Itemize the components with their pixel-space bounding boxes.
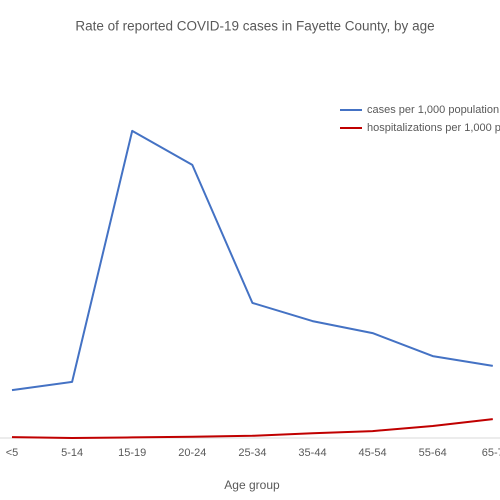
x-tick-label: 15-19 [118, 447, 146, 459]
legend-label: cases per 1,000 population [367, 104, 499, 116]
x-tick-label: 45-54 [359, 447, 387, 459]
x-tick-label: 20-24 [178, 447, 206, 459]
x-axis-title: Age group [224, 478, 280, 492]
x-tick-label: 65-7 [482, 447, 500, 459]
data-line [11, 129, 493, 392]
legend-label: hospitalizations per 1,000 popula [367, 122, 500, 134]
x-tick-label: 35-44 [298, 447, 326, 459]
chart-title: Rate of reported COVID-19 cases in Fayet… [75, 19, 434, 34]
x-tick-label: 5-14 [61, 447, 83, 459]
x-tick-label: 25-34 [238, 447, 266, 459]
data-line [11, 418, 493, 439]
x-tick-label: <5 [6, 447, 19, 459]
x-tick-label: 55-64 [419, 447, 447, 459]
